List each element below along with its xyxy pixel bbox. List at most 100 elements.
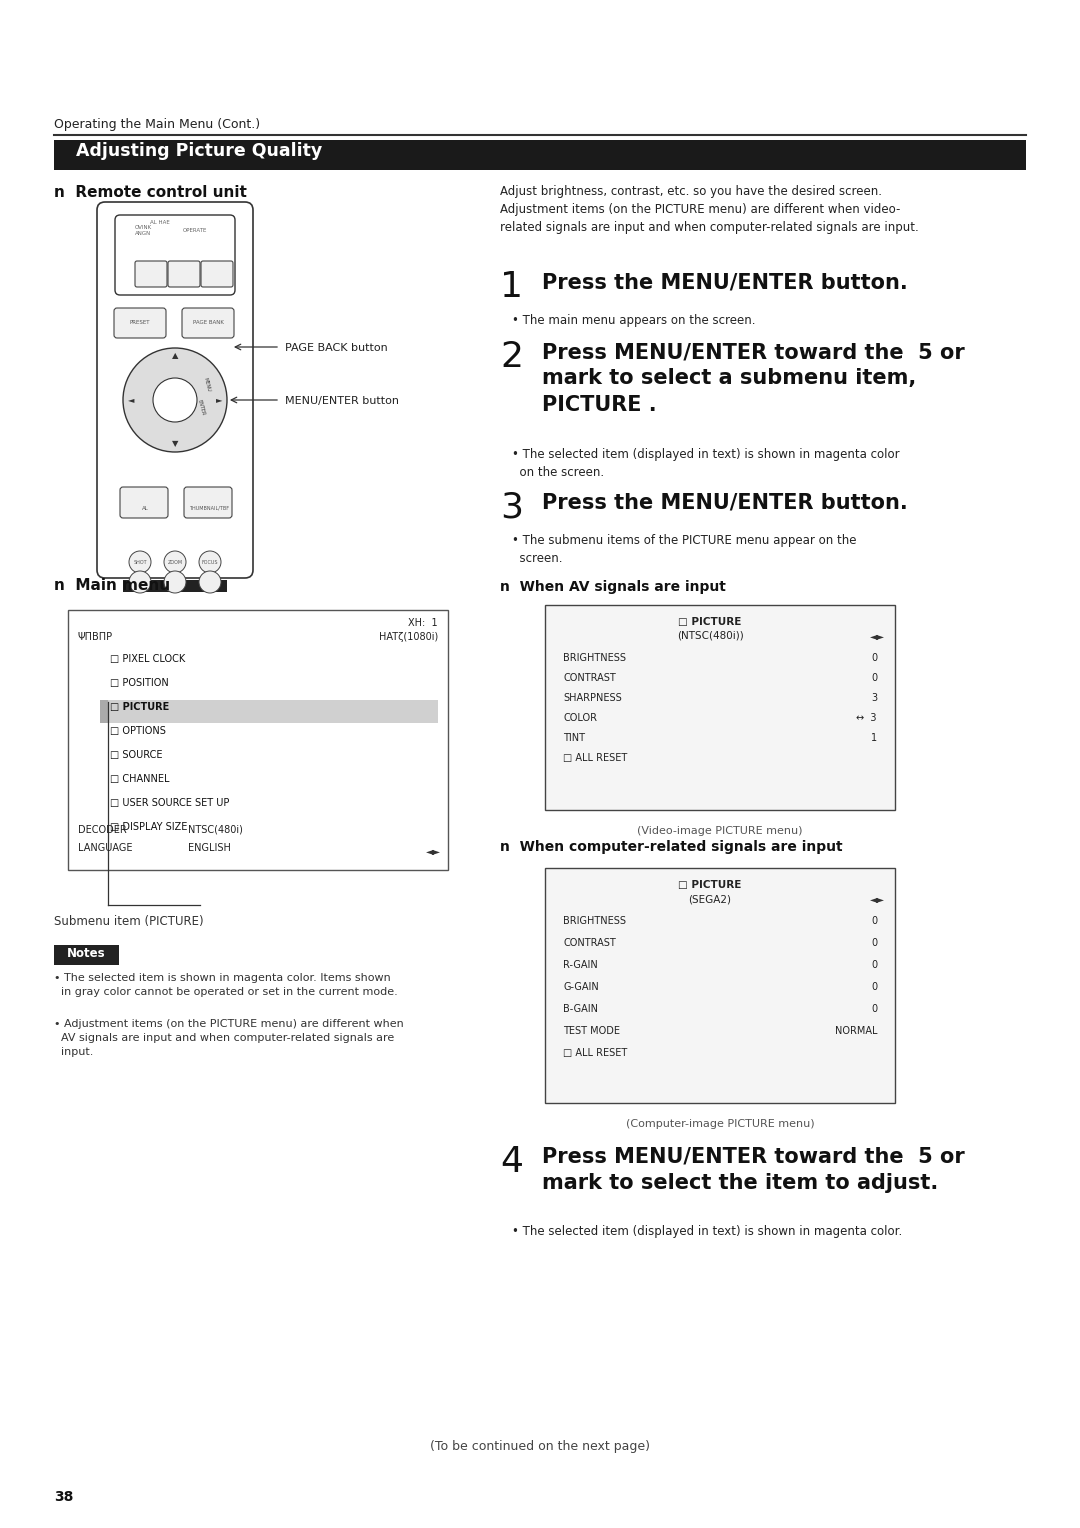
Circle shape xyxy=(199,552,221,573)
Text: (Computer-image PICTURE menu): (Computer-image PICTURE menu) xyxy=(625,1118,814,1129)
Text: Press the MENU/ENTER button.: Press the MENU/ENTER button. xyxy=(542,492,908,512)
Text: B-GAIN: B-GAIN xyxy=(563,1004,598,1015)
Text: 2: 2 xyxy=(500,341,523,374)
Text: □ CHANNEL: □ CHANNEL xyxy=(110,775,170,784)
Text: □ DISPLAY SIZE: □ DISPLAY SIZE xyxy=(110,822,187,833)
Text: □ PICTURE: □ PICTURE xyxy=(678,617,742,626)
Circle shape xyxy=(199,571,221,593)
Text: ◄►: ◄► xyxy=(869,631,885,642)
Text: (NTSC(480i)): (NTSC(480i)) xyxy=(677,631,743,642)
Text: 0: 0 xyxy=(870,915,877,926)
Text: ►: ► xyxy=(216,396,222,405)
Text: R-GAIN: R-GAIN xyxy=(563,960,597,970)
FancyBboxPatch shape xyxy=(114,215,235,295)
Text: Notes: Notes xyxy=(67,947,106,960)
Bar xyxy=(123,581,227,591)
Text: • The selected item is shown in magenta color. Items shown
  in gray color canno: • The selected item is shown in magenta … xyxy=(54,973,397,996)
Text: □ OPTIONS: □ OPTIONS xyxy=(110,726,166,736)
Text: (SEGA2): (SEGA2) xyxy=(689,894,731,905)
Text: Press MENU/ENTER toward the  5 or
mark to select the item to adjust.: Press MENU/ENTER toward the 5 or mark to… xyxy=(542,1148,964,1193)
Text: Submenu item (PICTURE): Submenu item (PICTURE) xyxy=(54,915,204,927)
Bar xyxy=(54,944,119,966)
Text: □ ALL RESET: □ ALL RESET xyxy=(563,1048,627,1057)
Text: • The submenu items of the PICTURE menu appear on the
  screen.: • The submenu items of the PICTURE menu … xyxy=(512,533,856,565)
Text: 0: 0 xyxy=(870,938,877,947)
Text: ↔  3: ↔ 3 xyxy=(856,714,877,723)
Text: COLOR: COLOR xyxy=(563,714,597,723)
Text: 0: 0 xyxy=(870,983,877,992)
Text: 4: 4 xyxy=(500,1144,523,1180)
Text: ZOOM: ZOOM xyxy=(167,559,183,565)
Text: DECODER: DECODER xyxy=(78,825,126,834)
Text: MENU/ENTER button: MENU/ENTER button xyxy=(285,396,399,406)
Text: CONTRAST: CONTRAST xyxy=(563,938,616,947)
Text: ◄►: ◄► xyxy=(426,847,441,856)
Text: AL HAE: AL HAE xyxy=(150,220,170,225)
Text: ▼: ▼ xyxy=(172,440,178,449)
FancyBboxPatch shape xyxy=(183,309,234,338)
Text: Press MENU/ENTER toward the  5 or
mark to select a submenu item,
PICTURE .: Press MENU/ENTER toward the 5 or mark to… xyxy=(542,342,964,414)
Text: TINT: TINT xyxy=(563,733,585,743)
Text: □ PICTURE: □ PICTURE xyxy=(110,701,170,712)
Text: PAGE BANK: PAGE BANK xyxy=(192,319,224,325)
Text: (To be continued on the next page): (To be continued on the next page) xyxy=(430,1439,650,1453)
Text: ΨΠΒΠΡ: ΨΠΒΠΡ xyxy=(78,633,113,642)
Text: MENU: MENU xyxy=(203,377,212,393)
Text: n  Remote control unit: n Remote control unit xyxy=(54,185,247,200)
Text: 1: 1 xyxy=(500,270,523,304)
Text: □ PIXEL CLOCK: □ PIXEL CLOCK xyxy=(110,654,186,665)
Text: n  When AV signals are input: n When AV signals are input xyxy=(500,581,726,594)
Text: PAGE BACK button: PAGE BACK button xyxy=(285,342,388,353)
Text: ENGLISH: ENGLISH xyxy=(188,843,231,853)
Text: 3: 3 xyxy=(500,490,523,524)
FancyBboxPatch shape xyxy=(135,261,167,287)
Circle shape xyxy=(164,552,186,573)
Text: □ SOURCE: □ SOURCE xyxy=(110,750,162,759)
Text: 38: 38 xyxy=(54,1490,73,1504)
Text: • Adjustment items (on the PICTURE menu) are different when
  AV signals are inp: • Adjustment items (on the PICTURE menu)… xyxy=(54,1019,404,1057)
Text: BRIGHTNESS: BRIGHTNESS xyxy=(563,652,626,663)
FancyBboxPatch shape xyxy=(168,261,200,287)
Text: 1: 1 xyxy=(870,733,877,743)
Circle shape xyxy=(153,377,197,422)
Bar xyxy=(545,605,895,810)
Text: ◄: ◄ xyxy=(127,396,134,405)
FancyBboxPatch shape xyxy=(184,487,232,518)
Text: n  Main menu: n Main menu xyxy=(54,578,171,593)
Text: G-GAIN: G-GAIN xyxy=(563,983,598,992)
Bar xyxy=(100,700,108,723)
Text: ▲: ▲ xyxy=(172,351,178,361)
Text: • The selected item (displayed in text) is shown in magenta color.: • The selected item (displayed in text) … xyxy=(512,1225,902,1238)
Text: XH:  1: XH: 1 xyxy=(408,617,438,628)
Text: Adjust brightness, contrast, etc. so you have the desired screen.
Adjustment ite: Adjust brightness, contrast, etc. so you… xyxy=(500,185,919,234)
Text: n  When computer-related signals are input: n When computer-related signals are inpu… xyxy=(500,840,842,854)
Text: Press the MENU/ENTER button.: Press the MENU/ENTER button. xyxy=(542,272,908,292)
Text: 0: 0 xyxy=(870,672,877,683)
FancyBboxPatch shape xyxy=(120,487,168,518)
Bar xyxy=(54,141,1026,170)
Text: 0: 0 xyxy=(870,652,877,663)
Circle shape xyxy=(164,571,186,593)
Text: THUMBNAIL/TBF: THUMBNAIL/TBF xyxy=(189,506,229,510)
Text: HATζ(1080i): HATζ(1080i) xyxy=(379,633,438,642)
Circle shape xyxy=(129,552,151,573)
Text: Adjusting Picture Quality: Adjusting Picture Quality xyxy=(76,142,322,160)
Text: PRESET: PRESET xyxy=(130,319,150,325)
Circle shape xyxy=(129,571,151,593)
Text: BRIGHTNESS: BRIGHTNESS xyxy=(563,915,626,926)
Text: NTSC(480i): NTSC(480i) xyxy=(188,825,243,834)
FancyBboxPatch shape xyxy=(97,202,253,578)
Text: CONTRAST: CONTRAST xyxy=(563,672,616,683)
FancyBboxPatch shape xyxy=(114,309,166,338)
FancyBboxPatch shape xyxy=(201,261,233,287)
Text: □ PICTURE: □ PICTURE xyxy=(678,880,742,889)
Text: □ USER SOURCE SET UP: □ USER SOURCE SET UP xyxy=(110,798,229,808)
Text: □ POSITION: □ POSITION xyxy=(110,678,168,688)
Text: ◄►: ◄► xyxy=(869,894,885,905)
Text: 0: 0 xyxy=(870,1004,877,1015)
Text: TEST MODE: TEST MODE xyxy=(563,1025,620,1036)
Bar xyxy=(545,868,895,1103)
Bar xyxy=(68,610,448,869)
Text: Operating the Main Menu (Cont.): Operating the Main Menu (Cont.) xyxy=(54,118,260,131)
Text: SHARPNESS: SHARPNESS xyxy=(563,694,622,703)
